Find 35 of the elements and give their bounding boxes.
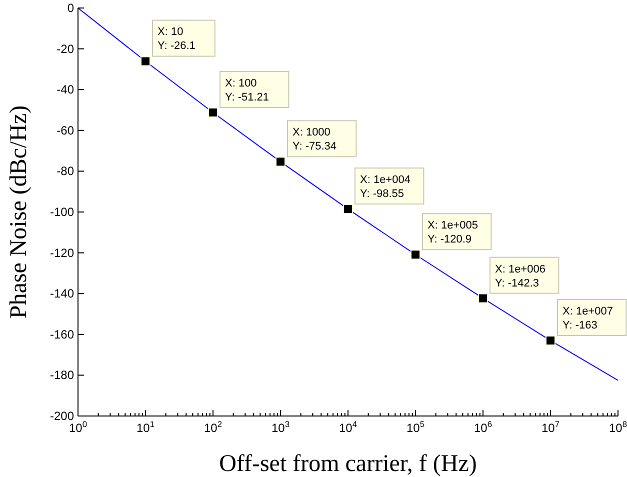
point [276,156,286,167]
line-series [78,8,618,381]
x-tick-label: 10$^{3}$ [271,419,290,435]
y-tick-label: -180 [50,368,74,382]
annotation: X: 1000 Y: -75.34 [292,126,337,153]
x-tick-label: 10$^{6}$ [474,419,492,435]
annotation: X: 100 Y: -51.21 [225,77,270,104]
x-tick-label: 10$^{2}$ [204,419,222,435]
y-axis-title: Phase Noise (dBc/Hz) [6,105,32,319]
point [343,204,353,214]
x-tick-label: 10$^{4}$ [338,419,358,435]
y-tick-label: -80 [56,164,74,178]
annotation: X: 1e+005 Y: -120.9 [428,220,478,246]
point [478,293,488,304]
y-tick-label: 0 [67,1,74,15]
x-axis-title: Off-set from carrier, f (Hz) [219,451,477,477]
x-tick-label: 10$^{7}$ [541,419,560,435]
annotation: X: 1e+006 Y: -142.3 [495,263,546,290]
y-tick-label: -160 [50,327,74,342]
annotation: X: 1e+007 Y: -163 [562,306,613,332]
x-tick-label: 10$^{5}$ [406,419,425,435]
point [140,56,150,66]
y-tick-label: -120 [50,246,74,260]
y-tick-label: -140 [50,286,74,301]
y-tick-label: -60 [56,123,74,138]
point [208,107,218,118]
point [546,336,556,346]
point [410,250,420,260]
annotation: X: 1e+004 Y: -98.55 [360,174,410,200]
y-tick-label: -40 [56,82,74,97]
x-tick-label: 10$^{1}$ [136,419,155,435]
x-tick-label: 10$^{8}$ [608,419,627,435]
y-tick-label: -100 [50,205,74,219]
annotation: X: 10 Y: -26.1 [158,26,196,52]
y-tick-label: -20 [56,42,74,56]
